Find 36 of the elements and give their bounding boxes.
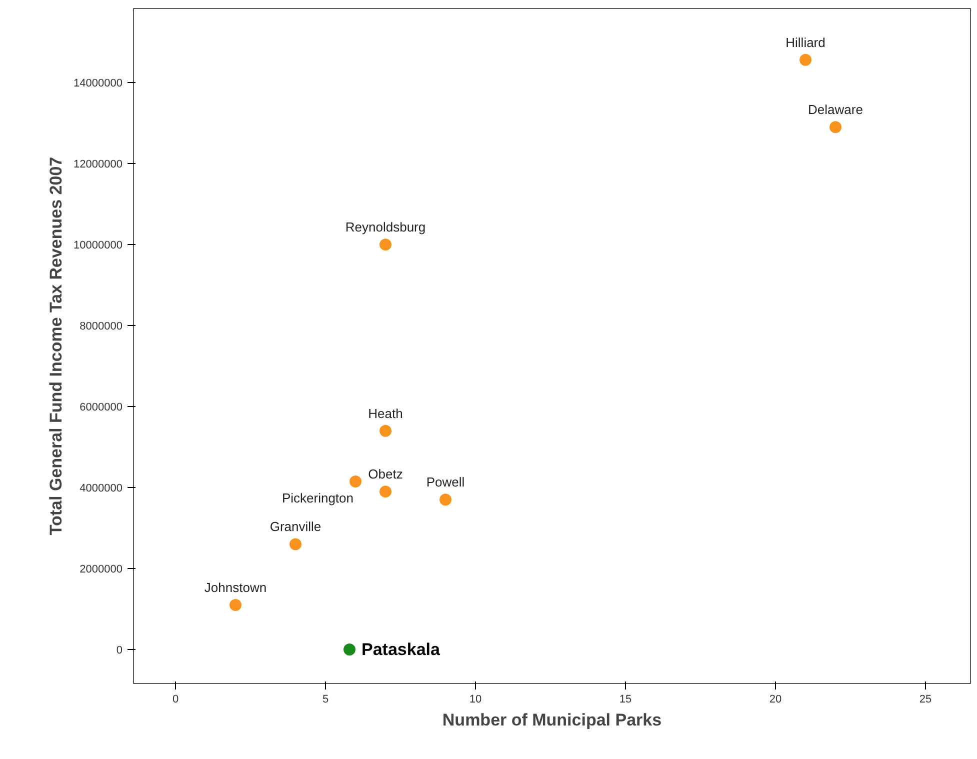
point <box>344 644 356 656</box>
x-tick-label: 15 <box>619 694 632 706</box>
y-tick-label: 4000000 <box>80 482 123 495</box>
x-tick-label: 25 <box>919 694 932 706</box>
series-label: Pataskala <box>362 640 440 659</box>
annotation: Powell <box>426 474 465 490</box>
y-tick-label: 0 <box>116 644 123 656</box>
point <box>290 538 302 550</box>
x-tick-label: 20 <box>769 694 782 706</box>
y-tick-label: 8000000 <box>80 320 123 333</box>
annotation: Obetz <box>368 466 403 482</box>
x-tick-label: 5 <box>322 694 329 706</box>
point <box>380 424 392 437</box>
point <box>440 494 452 506</box>
annotation: Pickerington <box>282 490 354 506</box>
annotation: Hilliard <box>786 34 826 50</box>
point <box>800 54 812 66</box>
point <box>380 486 392 498</box>
point <box>230 598 242 611</box>
y-tick-label: 14000000 <box>74 78 123 90</box>
y-tick-label: 12000000 <box>74 158 123 171</box>
x-tick-label: 10 <box>469 694 482 706</box>
annotation: Heath <box>368 406 403 421</box>
annotation: Johnstown <box>204 580 267 595</box>
annotation: Delaware <box>808 102 863 118</box>
y-tick-label: 10000000 <box>74 240 123 252</box>
x-tick-label: 0 <box>172 694 179 706</box>
annotation: Granville <box>270 519 322 534</box>
point <box>380 238 392 251</box>
x-axis-title: Number of Municipal Parks <box>442 710 662 730</box>
y-tick-label: 2000000 <box>80 564 123 576</box>
y-axis-title: Total General Fund Income Tax Revenues 2007 <box>46 156 66 536</box>
y-tick-label: 6000000 <box>80 402 123 414</box>
point <box>830 121 842 134</box>
annotation: Reynoldsburg <box>345 220 426 235</box>
point <box>350 475 362 488</box>
